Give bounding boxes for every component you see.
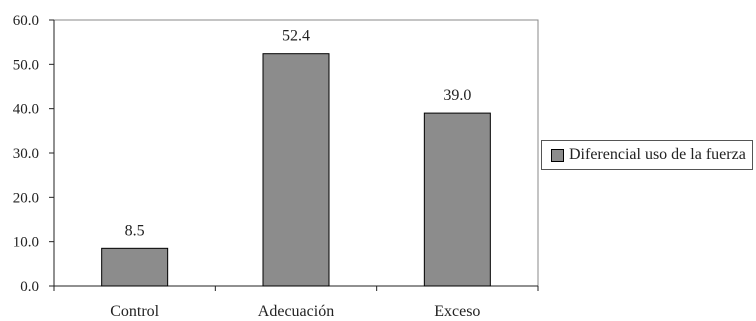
x-category-label: Adecuación xyxy=(258,303,334,320)
y-tick-label: 10.0 xyxy=(13,235,39,251)
bars: 8.5 52.4 39.0 xyxy=(101,28,491,287)
bar-adecuación xyxy=(262,53,330,287)
y-tick-label: 50.0 xyxy=(13,57,39,73)
x-axis: Control Adecuación Exceso xyxy=(53,285,539,320)
y-tick-label: 40.0 xyxy=(13,102,39,118)
y-tick-label: 60.0 xyxy=(13,13,39,29)
legend-swatch xyxy=(551,148,564,162)
data-label: 52.4 xyxy=(282,28,310,45)
x-category-label: Exceso xyxy=(434,303,480,320)
bar-control xyxy=(101,247,169,287)
y-tick-label: 20.0 xyxy=(13,190,39,206)
x-category-label: Control xyxy=(110,303,159,320)
bar-chart: 0.0 10.0 20.0 30.0 40.0 50.0 60.0 Control Adecu… xyxy=(13,13,539,320)
data-label: 8.5 xyxy=(125,222,145,239)
y-tick-label: 0.0 xyxy=(20,279,39,295)
data-label: 39.0 xyxy=(443,87,471,104)
y-axis: 0.0 10.0 20.0 30.0 40.0 50.0 60.0 xyxy=(13,13,55,295)
bar-exceso xyxy=(423,112,491,287)
legend: Diferencial uso de la fuerza xyxy=(541,140,753,170)
y-tick-label: 30.0 xyxy=(13,146,39,162)
legend-label: Diferencial uso de la fuerza xyxy=(569,146,746,163)
